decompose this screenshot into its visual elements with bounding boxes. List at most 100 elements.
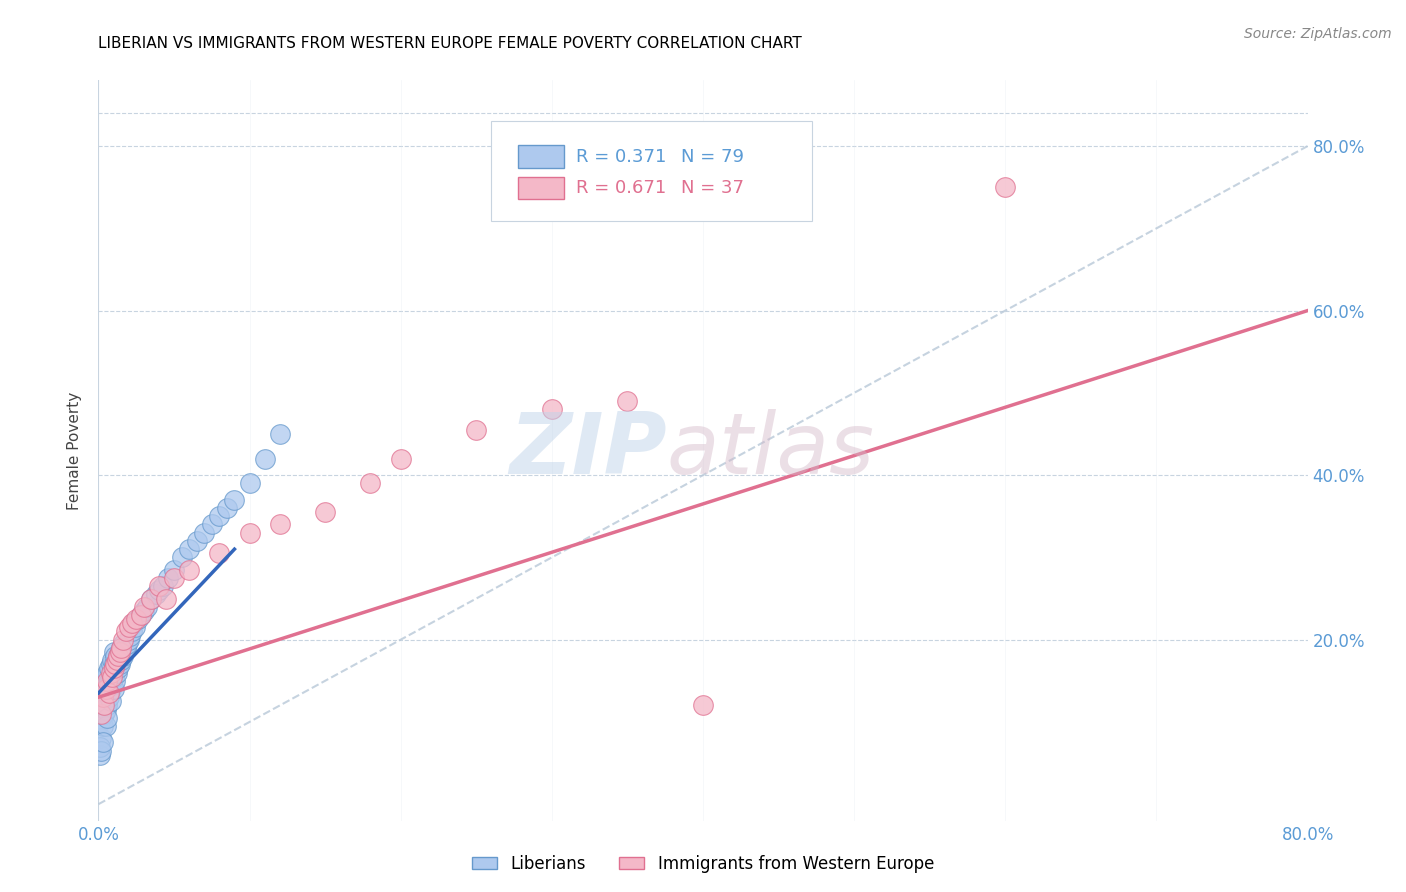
Point: [108, 645, 131, 659]
Point: [104, 649, 127, 664]
Point: [93, 694, 115, 708]
Point: [360, 476, 382, 491]
Point: [104, 661, 127, 675]
Point: [115, 637, 138, 651]
Point: [105, 653, 128, 667]
Point: [269, 517, 291, 532]
Point: [90, 706, 112, 721]
Point: [93, 698, 115, 713]
Point: [141, 591, 163, 606]
FancyBboxPatch shape: [517, 178, 564, 200]
Point: [93, 706, 115, 721]
Point: [104, 673, 127, 688]
Point: [96, 711, 118, 725]
Point: [152, 579, 174, 593]
Point: [186, 533, 208, 548]
Point: [93, 686, 115, 700]
Point: [94, 690, 117, 705]
Point: [94, 681, 117, 696]
Point: [163, 563, 186, 577]
Point: [101, 678, 124, 692]
Point: [170, 550, 193, 565]
Point: [100, 657, 122, 672]
Point: [111, 637, 134, 651]
Point: [120, 628, 142, 642]
Point: [122, 616, 145, 631]
Point: [103, 657, 125, 672]
Point: [114, 624, 136, 639]
Point: [96, 673, 118, 688]
Point: [124, 620, 146, 634]
Point: [156, 571, 179, 585]
Point: [314, 505, 336, 519]
Point: [98, 686, 121, 700]
Point: [107, 649, 129, 664]
Point: [208, 509, 231, 524]
Point: [91, 690, 114, 705]
Point: [129, 607, 152, 622]
Point: [94, 703, 117, 717]
Point: [193, 525, 215, 540]
Point: [389, 451, 412, 466]
Point: [100, 694, 122, 708]
Point: [155, 591, 177, 606]
Point: [89, 747, 111, 762]
Point: [132, 604, 155, 618]
Point: [93, 673, 115, 688]
Point: [111, 649, 134, 664]
Point: [103, 645, 125, 659]
Point: [118, 632, 141, 647]
Text: ZIP: ZIP: [509, 409, 666, 492]
Point: [132, 599, 155, 614]
Point: [110, 640, 132, 655]
Point: [121, 616, 143, 631]
Point: [208, 546, 231, 560]
Point: [96, 681, 118, 696]
Point: [89, 714, 111, 729]
Point: [135, 599, 157, 614]
Point: [103, 681, 125, 696]
Point: [89, 739, 111, 754]
Point: [110, 640, 132, 655]
Point: [125, 612, 148, 626]
Point: [112, 645, 135, 659]
Point: [96, 698, 118, 713]
Point: [105, 653, 128, 667]
Y-axis label: Female Poverty: Female Poverty: [67, 392, 83, 509]
FancyBboxPatch shape: [492, 121, 811, 221]
Point: [94, 678, 117, 692]
Point: [114, 640, 136, 655]
Point: [179, 563, 201, 577]
Point: [91, 681, 114, 696]
Point: [98, 661, 121, 675]
Point: [148, 579, 170, 593]
Point: [104, 657, 127, 672]
Text: R = 0.671: R = 0.671: [576, 179, 666, 197]
Point: [90, 731, 112, 746]
Point: [94, 670, 117, 684]
Point: [465, 423, 488, 437]
Point: [101, 670, 124, 684]
Point: [98, 690, 121, 705]
Point: [163, 571, 186, 585]
Point: [179, 542, 201, 557]
Point: [105, 665, 128, 680]
Point: [98, 673, 121, 688]
Point: [90, 698, 112, 713]
Point: [100, 670, 122, 684]
Point: [108, 645, 131, 659]
Point: [148, 583, 170, 598]
Point: [103, 670, 125, 684]
Point: [239, 476, 262, 491]
Point: [100, 665, 122, 680]
Point: [111, 632, 134, 647]
Point: [91, 719, 114, 733]
Text: atlas: atlas: [666, 409, 875, 492]
Point: [101, 653, 124, 667]
Point: [994, 180, 1017, 194]
Point: [107, 649, 129, 664]
Point: [100, 681, 122, 696]
Point: [215, 501, 238, 516]
Point: [269, 427, 291, 442]
Point: [616, 394, 638, 409]
